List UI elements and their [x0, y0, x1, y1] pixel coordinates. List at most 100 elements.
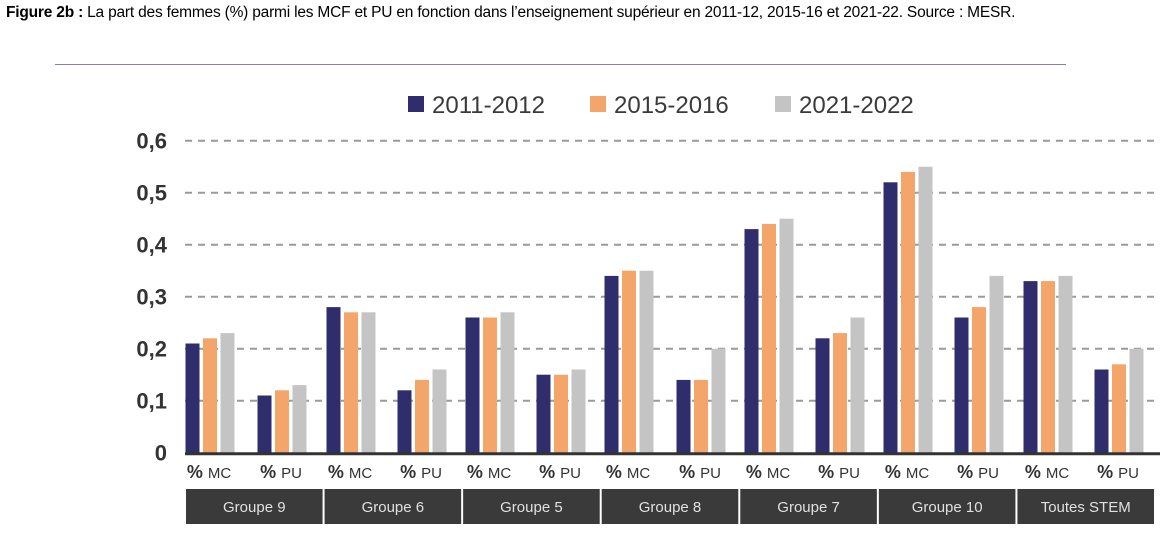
subcategory-label: % PU — [679, 462, 721, 482]
y-tick-label: 0,1 — [136, 389, 167, 414]
subcategory-label: % MC — [328, 462, 373, 482]
subcategory-name: MC — [349, 465, 372, 482]
bar — [901, 171, 915, 453]
subcategory-name: MC — [906, 465, 929, 482]
subcategory-name: MC — [208, 465, 231, 482]
subcategory-name: MC — [627, 465, 650, 482]
y-tick-label: 0,4 — [136, 233, 167, 258]
bar — [185, 343, 200, 453]
bar — [850, 317, 865, 453]
bar — [432, 369, 447, 453]
subcategory-name: PU — [560, 465, 581, 482]
y-axis-tick-labels: 0 0,1 0,2 0,3 0,4 0,5 0,6 — [136, 129, 167, 466]
bar — [604, 275, 619, 453]
bar — [220, 333, 235, 453]
subcategory-name: PU — [281, 465, 302, 482]
subcategory-name: MC — [488, 465, 511, 482]
group-label-box — [740, 489, 877, 524]
bar — [1112, 364, 1126, 453]
bar — [465, 317, 480, 453]
group-label-box — [878, 489, 1016, 524]
bar — [762, 223, 776, 453]
bar — [694, 379, 708, 453]
bars — [185, 166, 1144, 453]
percent-sign: % — [679, 462, 700, 482]
subcategory-label: % MC — [187, 462, 232, 482]
legend-label: 2021-2022 — [799, 92, 914, 119]
bar — [954, 317, 969, 453]
subcategory-name: PU — [978, 465, 999, 482]
bar — [676, 379, 691, 453]
subcategory-name: PU — [700, 465, 721, 482]
percent-sign: % — [606, 462, 627, 482]
group-label: Groupe 5 — [500, 499, 563, 516]
bar — [815, 338, 830, 453]
bar — [361, 312, 376, 453]
subcategory-label: % PU — [957, 462, 999, 482]
bar — [639, 270, 654, 453]
bar — [622, 270, 636, 453]
legend-swatch — [408, 96, 424, 112]
subcategory-name: PU — [1118, 465, 1139, 482]
group-label: Toutes STEM — [1041, 499, 1131, 516]
bar — [918, 166, 933, 453]
group-label-box — [463, 489, 600, 524]
bar — [1023, 281, 1038, 453]
group-label: Groupe 8 — [639, 499, 702, 516]
bar — [203, 338, 217, 453]
group-label: Groupe 7 — [777, 499, 840, 516]
bar — [989, 275, 1004, 453]
group-label: Groupe 6 — [362, 499, 425, 516]
subcategory-labels: % MC% PU% MC% PU% MC% PU% MC% PU% MC% PU… — [187, 462, 1139, 482]
bar — [554, 374, 568, 453]
group-label-box — [324, 489, 462, 524]
percent-sign: % — [328, 462, 349, 482]
percent-sign: % — [400, 462, 421, 482]
percent-sign: % — [1025, 462, 1046, 482]
group-label-box — [601, 489, 739, 524]
bar — [292, 385, 307, 453]
subcategory-label: % PU — [818, 462, 860, 482]
percent-sign: % — [818, 462, 839, 482]
percent-sign: % — [746, 462, 767, 482]
subcategory-label: % PU — [539, 462, 581, 482]
bar — [415, 379, 429, 453]
bar — [326, 307, 341, 453]
percent-sign: % — [957, 462, 978, 482]
legend-swatch — [775, 96, 791, 112]
subcategory-label: % MC — [467, 462, 512, 482]
legend-swatch — [590, 96, 606, 112]
subcategory-name: MC — [1046, 465, 1069, 482]
legend: 2011-2012 2015-2016 2021-2022 — [408, 92, 914, 119]
bar — [1058, 275, 1073, 453]
subcategory-label: % PU — [260, 462, 302, 482]
y-tick-label: 0,5 — [136, 181, 167, 206]
bar — [972, 307, 986, 453]
bar — [257, 395, 272, 453]
subcategory-label: % MC — [746, 462, 791, 482]
bar — [1129, 348, 1144, 453]
bar — [483, 317, 497, 453]
bar — [779, 218, 794, 453]
group-label: Groupe 10 — [912, 499, 983, 516]
subcategory-label: % MC — [885, 462, 930, 482]
bar — [344, 312, 358, 453]
subcategory-label: % PU — [1097, 462, 1139, 482]
figure-caption-text: La part des femmes (%) parmi les MCF et … — [83, 4, 1016, 21]
bar — [397, 390, 412, 453]
bar — [1094, 369, 1109, 453]
bar — [883, 182, 898, 453]
bar — [500, 312, 515, 453]
group-label: Groupe 9 — [223, 499, 286, 516]
subcategory-label: % MC — [1025, 462, 1070, 482]
percent-sign: % — [260, 462, 281, 482]
subcategory-name: PU — [839, 465, 860, 482]
subcategory-label: % MC — [606, 462, 651, 482]
caption-divider — [55, 64, 1066, 65]
group-label-box — [186, 489, 323, 524]
subcategory-label: % PU — [400, 462, 442, 482]
subcategory-name: PU — [421, 465, 442, 482]
legend-label: 2011-2012 — [432, 92, 545, 119]
percent-sign: % — [187, 462, 208, 482]
bar — [1041, 281, 1055, 453]
